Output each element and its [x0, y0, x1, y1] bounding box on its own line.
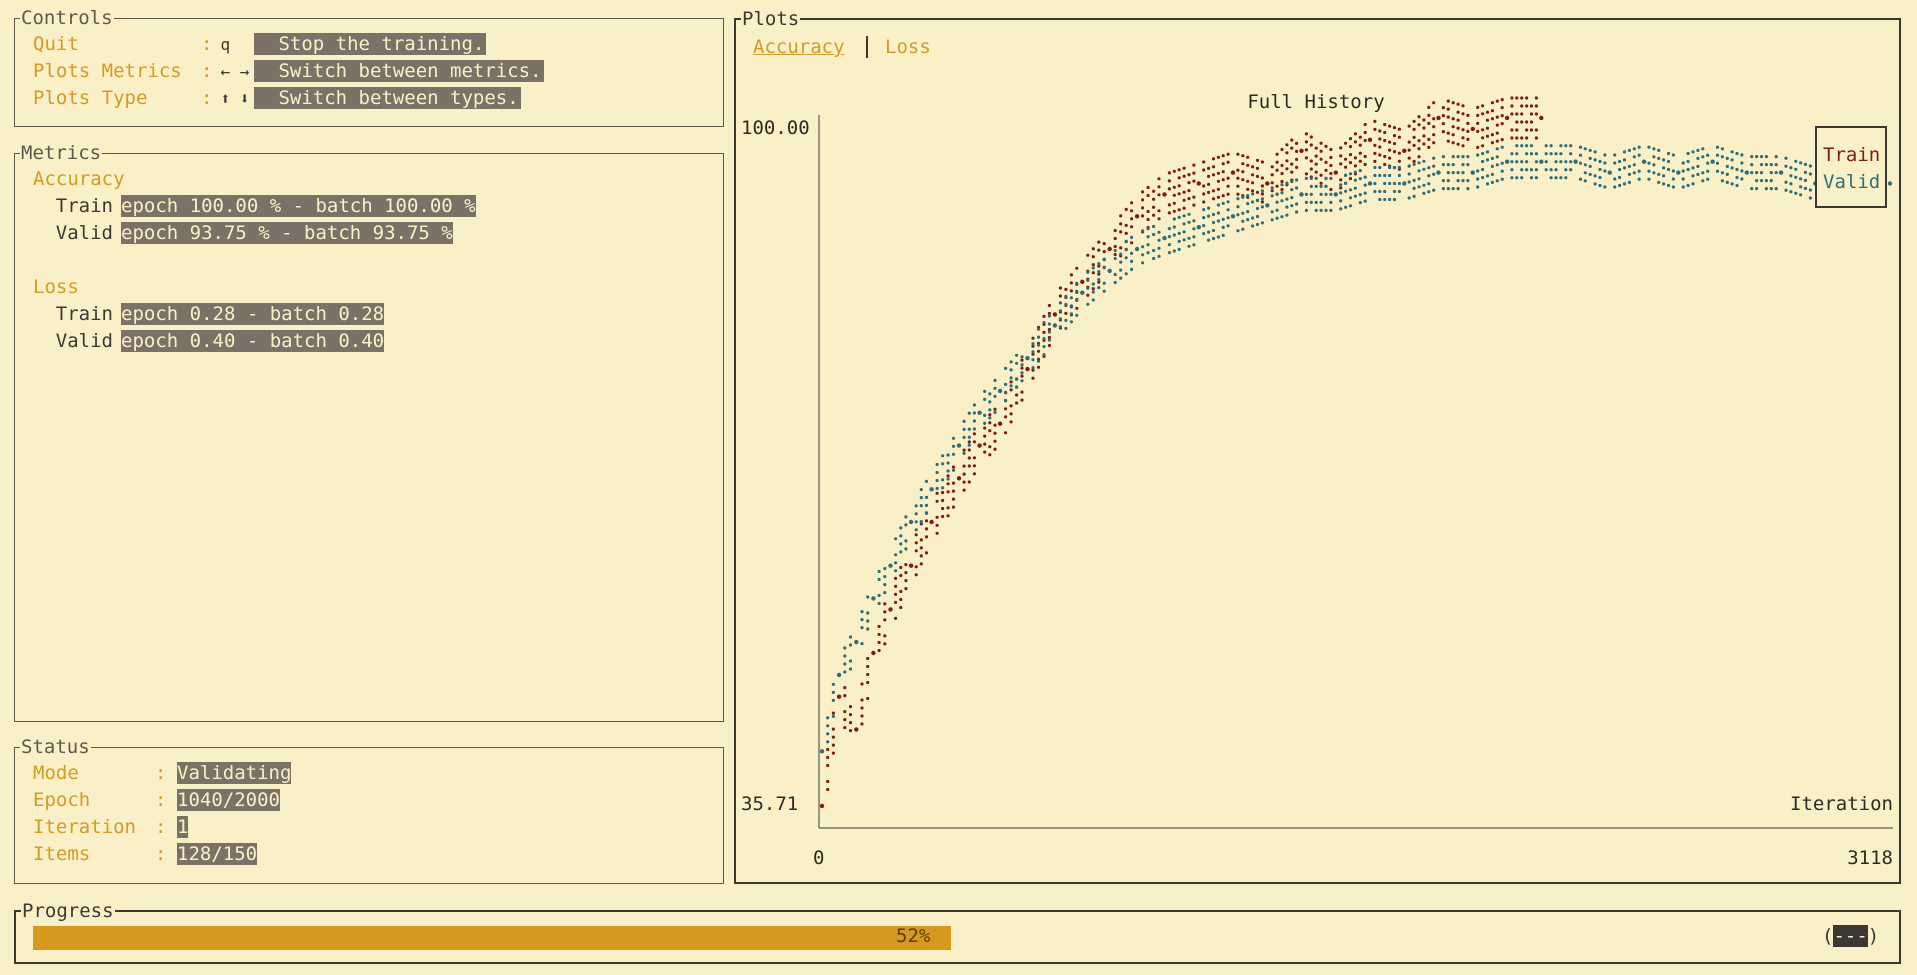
loss-valid-value: epoch 0.40 - batch 0.40 — [121, 330, 385, 352]
accuracy-valid-row: Valid epoch 93.75 % - batch 93.75 % — [25, 220, 453, 247]
status-value: 1 — [177, 816, 189, 838]
legend-train: Train — [1823, 144, 1881, 166]
valid-label: Valid — [55, 222, 113, 244]
spinner-close: ) — [1867, 925, 1880, 947]
accuracy-valid-value: epoch 93.75 % - batch 93.75 % — [121, 222, 453, 244]
control-colon: : — [201, 87, 213, 109]
control-label: Plots Type — [33, 87, 148, 109]
control-colon: : — [201, 60, 213, 82]
status-value: 1040/2000 — [177, 789, 280, 811]
chart-legend: Train Valid — [1815, 126, 1887, 208]
control-key: q — [220, 35, 231, 54]
loss-train-row: Train epoch 0.28 - batch 0.28 — [25, 301, 385, 328]
plots-panel: Plots — [734, 6, 1901, 884]
legend-valid: Valid — [1823, 171, 1881, 193]
status-label: Items — [33, 843, 91, 865]
arrow-up-down-icon: ⬆ ⬇ — [220, 89, 250, 108]
tab-loss[interactable]: Loss — [885, 36, 931, 58]
status-colon: : — [155, 762, 167, 784]
train-label: Train — [55, 195, 113, 217]
spinner-open: ( — [1822, 925, 1834, 947]
control-label: Quit — [33, 33, 79, 55]
status-iteration: Iteration:1 — [33, 814, 189, 841]
loss-heading: Loss — [33, 276, 79, 298]
control-quit: Quit: q Stop the training. — [33, 31, 487, 58]
tab-accuracy[interactable]: Accuracy — [753, 36, 845, 58]
status-title: Status — [20, 734, 91, 761]
status-label: Epoch — [33, 789, 91, 811]
status-epoch: Epoch:1040/2000 — [33, 787, 280, 814]
accuracy-train-row: Train epoch 100.00 % - batch 100.00 % — [25, 193, 476, 220]
status-colon: : — [155, 816, 167, 838]
status-label: Iteration — [33, 816, 136, 838]
control-colon: : — [201, 33, 213, 55]
controls-panel: Controls Quit: q Stop the training. Plots … — [14, 5, 724, 127]
status-value: 128/150 — [177, 843, 258, 865]
progress-panel: Progress — [14, 898, 1901, 964]
metrics-panel: Metrics Accuracy Train epoch 100.00 % - b… — [14, 140, 724, 722]
progress-percent: 52% — [896, 925, 931, 947]
spinner: (---) — [1822, 923, 1879, 950]
progress-bar — [33, 926, 951, 950]
control-desc: Stop the training. — [254, 33, 487, 55]
plots-title: Plots — [741, 6, 801, 33]
tab-separator — [866, 36, 868, 58]
loss-train-value: epoch 0.28 - batch 0.28 — [121, 303, 385, 325]
status-colon: : — [155, 789, 167, 811]
spinner-mark: --- — [1833, 925, 1868, 947]
status-label: Mode — [33, 762, 79, 784]
status-colon: : — [155, 843, 167, 865]
accuracy-train-value: epoch 100.00 % - batch 100.00 % — [121, 195, 476, 217]
metrics-title: Metrics — [20, 140, 103, 167]
valid-label: Valid — [55, 330, 113, 352]
accuracy-heading: Accuracy — [33, 168, 125, 190]
arrow-left-right-icon: ← → — [220, 62, 250, 81]
loss-valid-row: Valid epoch 0.40 - batch 0.40 — [25, 328, 385, 355]
status-panel: Status Mode: Validating Epoch:1040/2000 I… — [14, 734, 724, 884]
control-plots-metrics: Plots Metrics: ← → Switch between metrics. — [33, 58, 544, 85]
control-label: Plots Metrics — [33, 60, 182, 82]
status-items: Items:128/150 — [33, 841, 258, 868]
progress-title: Progress — [21, 898, 115, 925]
controls-title: Controls — [20, 5, 114, 32]
status-value: Validating — [177, 762, 292, 784]
status-mode: Mode: Validating — [33, 760, 292, 787]
control-desc: Switch between types. — [254, 87, 521, 109]
control-plots-type: Plots Type: ⬆ ⬇ Switch between types. — [33, 85, 521, 112]
train-label: Train — [55, 303, 113, 325]
control-desc: Switch between metrics. — [254, 60, 544, 82]
